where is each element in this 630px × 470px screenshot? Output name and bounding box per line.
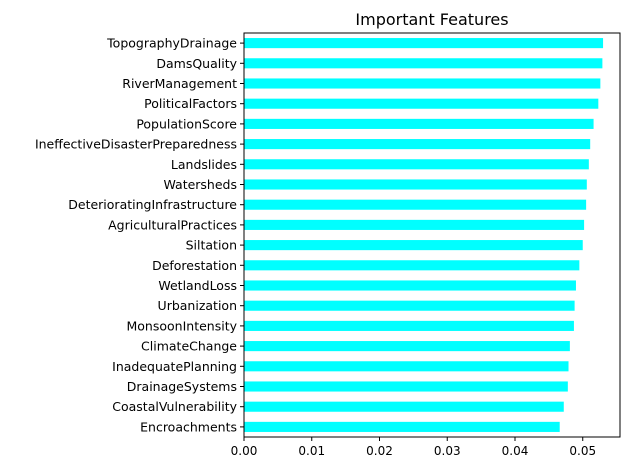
y-tick-label: Urbanization — [158, 298, 237, 313]
y-tick-label: MonsoonIntensity — [127, 318, 238, 333]
bar-TopographyDrainage — [244, 38, 604, 49]
bar-PoliticalFactors — [244, 98, 599, 109]
y-tick-label: DamsQuality — [156, 56, 237, 71]
x-tick-label: 0.04 — [502, 444, 529, 458]
chart-title: Important Features — [355, 10, 508, 29]
y-tick-label: Deforestation — [152, 258, 237, 273]
x-axis: 0.00 0.01 0.02 0.03 0.04 0.05 — [231, 437, 596, 458]
y-tick-label: PopulationScore — [136, 116, 237, 131]
bar-RiverManagement — [244, 78, 601, 89]
bar-Deforestation — [244, 260, 580, 271]
bar-Urbanization — [244, 300, 575, 311]
y-tick-label: Encroachments — [140, 419, 237, 434]
bar-WetlandLoss — [244, 280, 576, 291]
x-tick-label: 0.02 — [366, 444, 393, 458]
y-tick-label: TopographyDrainage — [106, 36, 237, 51]
bar-DeterioratingInfrastructure — [244, 199, 587, 210]
bar-Encroachments — [244, 421, 560, 432]
plot-frame — [243, 32, 621, 438]
bar-IneffectiveDisasterPreparedness — [244, 139, 591, 150]
y-tick-label: CoastalVulnerability — [112, 399, 237, 414]
bar-DamsQuality — [244, 58, 603, 69]
y-tick-label: InadequatePlanning — [112, 359, 237, 374]
y-tick-label: IneffectiveDisasterPreparedness — [35, 137, 237, 152]
bar-MonsoonIntensity — [244, 320, 574, 331]
bar-ClimateChange — [244, 341, 570, 352]
y-tick-label: Siltation — [186, 238, 237, 253]
y-tick-label: ClimateChange — [141, 339, 237, 354]
bar-InadequatePlanning — [244, 361, 569, 372]
y-tick-label: RiverManagement — [122, 76, 237, 91]
bar-Siltation — [244, 240, 583, 251]
bar-Watersheds — [244, 179, 587, 190]
y-tick-label: DeterioratingInfrastructure — [68, 197, 237, 212]
bar-CoastalVulnerability — [244, 401, 564, 412]
bar-Landslides — [244, 159, 589, 170]
y-tick-label: PoliticalFactors — [144, 96, 237, 111]
y-tick-label: Watersheds — [163, 177, 237, 192]
x-tick-label: 0.00 — [231, 444, 258, 458]
y-tick-label: DrainageSystems — [127, 379, 237, 394]
x-tick-label: 0.03 — [434, 444, 461, 458]
bars-layer — [244, 38, 604, 432]
y-tick-labels: TopographyDrainage DamsQuality RiverManage… — [35, 36, 244, 434]
x-tick-label: 0.05 — [569, 444, 596, 458]
y-tick-label: Landslides — [171, 157, 237, 172]
y-tick-label: WetlandLoss — [158, 278, 237, 293]
bar-AgriculturalPractices — [244, 219, 585, 230]
y-tick-label: AgriculturalPractices — [108, 217, 237, 232]
bar-DrainageSystems — [244, 381, 568, 392]
x-tick-label: 0.01 — [298, 444, 325, 458]
bar-PopulationScore — [244, 118, 594, 129]
